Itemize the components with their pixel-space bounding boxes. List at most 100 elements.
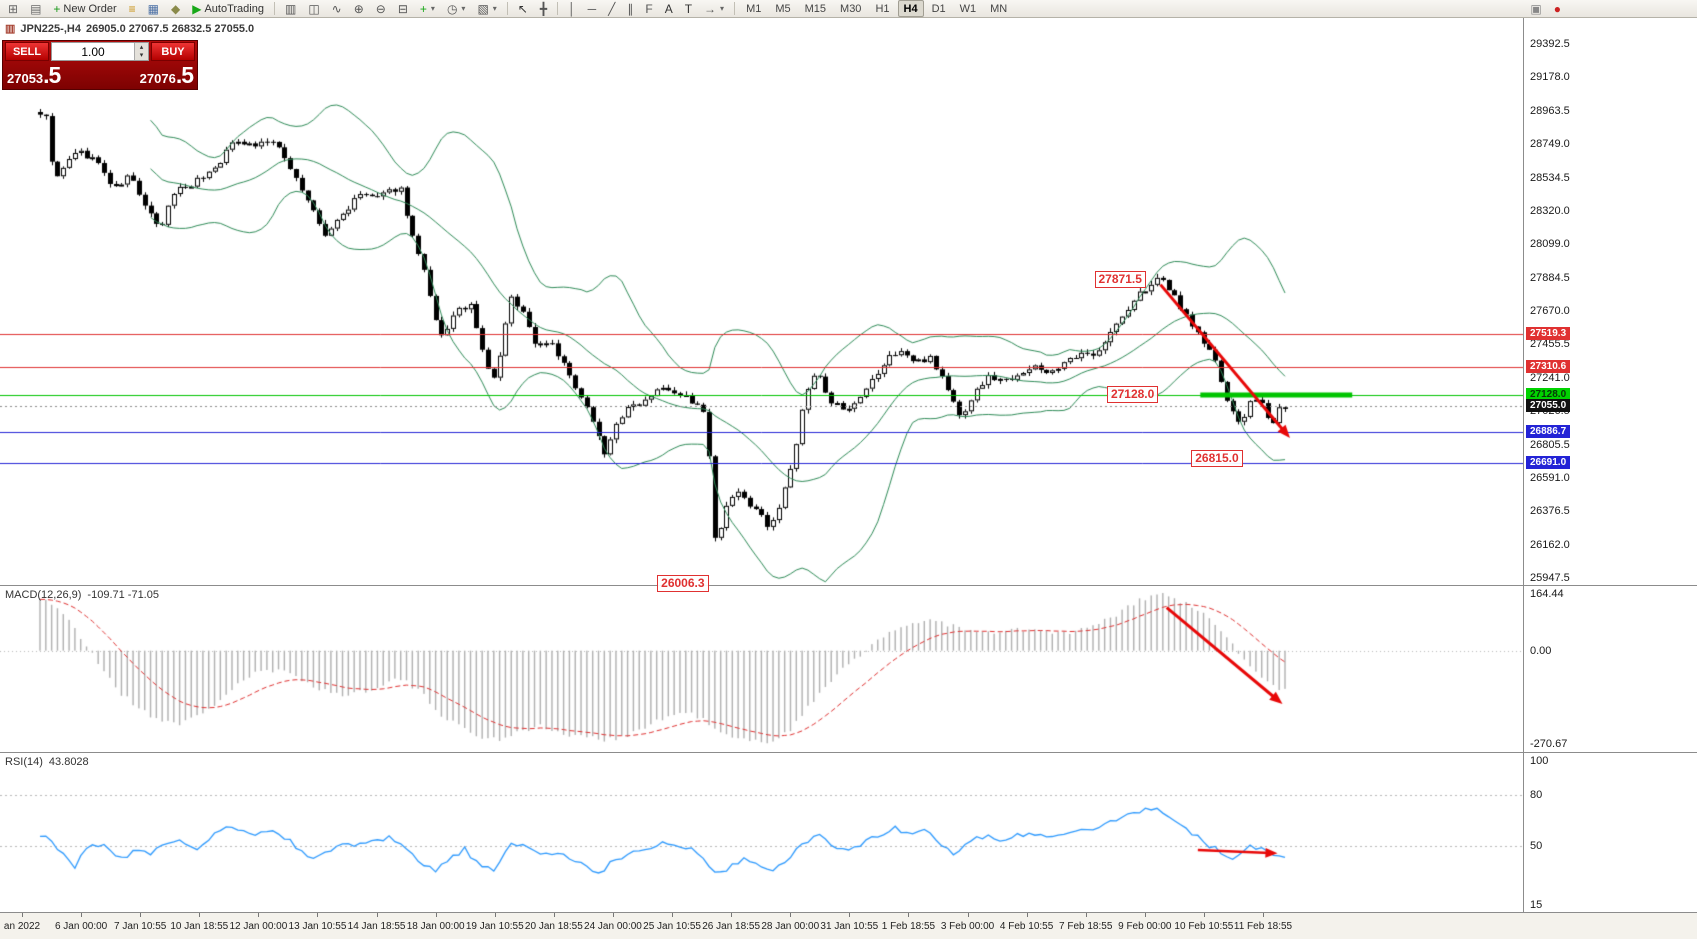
equidistant-channel-icon[interactable]: ∥ xyxy=(622,0,638,18)
price-tick-label: 26376.5 xyxy=(1530,505,1570,518)
timeframe-button-m1[interactable]: M1 xyxy=(746,2,762,15)
price-tick-label: 28749.0 xyxy=(1530,138,1570,151)
line-chart-icon-glyph: ∿ xyxy=(331,1,342,16)
zoom-out-icon[interactable]: ⊖ xyxy=(371,0,391,18)
zoom-in-icon-glyph: ⊕ xyxy=(353,1,364,16)
data-window-icon[interactable]: ▦ xyxy=(143,0,164,18)
sell-price-frac: .5 xyxy=(43,62,61,88)
time-tick-label: 10 Feb 10:55 xyxy=(1174,921,1234,932)
chart-title: ▥ JPN225-,H4 26905.0 27067.5 26832.5 270… xyxy=(5,22,255,36)
volume-spinner: ▴ ▾ xyxy=(134,43,148,60)
trendline-icon[interactable]: ╱ xyxy=(603,0,620,18)
horizontal-line-icon-glyph: ─ xyxy=(587,1,597,16)
time-tick-label: 14 Jan 18:55 xyxy=(347,921,406,932)
price-annotation[interactable]: 26006.3 xyxy=(657,574,709,592)
timeframe-button-m30[interactable]: M30 xyxy=(840,2,862,15)
rsi-canvas[interactable] xyxy=(0,753,1523,912)
price-annotation[interactable]: 26815.0 xyxy=(1191,449,1243,467)
new-chart-icon[interactable]: ⊞ xyxy=(3,0,23,18)
text-label-icon[interactable]: T xyxy=(680,0,697,18)
indicators-icon-caret: ▾ xyxy=(430,4,435,13)
data-window-icon-glyph: ▦ xyxy=(147,1,159,16)
fibonacci-icon[interactable]: F xyxy=(640,0,657,18)
new-order-button-label: New Order xyxy=(63,2,117,15)
vertical-line-icon[interactable]: │ xyxy=(563,0,581,18)
navigator-icon[interactable]: ◆ xyxy=(166,0,185,18)
horizontal-line-icon[interactable]: ─ xyxy=(583,0,602,18)
candlestick-chart-icon[interactable]: ◫ xyxy=(303,0,324,18)
indicators-icon-glyph: + xyxy=(419,1,427,16)
macd-canvas[interactable] xyxy=(0,586,1523,752)
crosshair-icon[interactable]: ╋ xyxy=(535,0,552,18)
profiles-icon[interactable]: ▤ xyxy=(25,0,46,18)
timeframe-button-mn[interactable]: MN xyxy=(990,2,1008,15)
profiles-icon-glyph: ▤ xyxy=(30,1,42,16)
text-label-icon-glyph: T xyxy=(684,1,693,16)
time-tick-label: 18 Jan 00:00 xyxy=(406,921,465,932)
timeframe-button-h4[interactable]: H4 xyxy=(897,0,924,17)
chart-ohlc-values: 26905.0 27067.5 26832.5 27055.0 xyxy=(85,22,255,35)
text-icon[interactable]: A xyxy=(660,0,678,18)
new-order-button[interactable]: + New Order xyxy=(48,0,121,18)
sell-button[interactable]: SELL xyxy=(5,42,49,61)
volume-input[interactable] xyxy=(52,43,134,60)
price-annotation[interactable]: 27871.5 xyxy=(1094,270,1146,288)
periods-icon[interactable]: ◷ ▾ xyxy=(442,0,471,18)
new-chart-icon-glyph: ⊞ xyxy=(8,1,19,16)
price-tick-label: 29178.0 xyxy=(1530,71,1570,84)
tile-windows-icon[interactable]: ⊟ xyxy=(393,0,413,18)
timeframe-button-h1[interactable]: H1 xyxy=(875,2,890,15)
new-order-icon: + xyxy=(53,1,61,16)
timeframe-button-w1[interactable]: W1 xyxy=(959,2,977,15)
volume-decrease-button[interactable]: ▾ xyxy=(135,51,148,60)
timeframe-button-m15[interactable]: M15 xyxy=(804,2,827,15)
price-tick-label: 28534.5 xyxy=(1530,171,1570,184)
cursor-icon[interactable]: ↖ xyxy=(513,0,533,18)
toolbar-separator xyxy=(273,2,275,15)
zoom-in-icon[interactable]: ⊕ xyxy=(349,0,369,18)
price-tick-label: 26805.5 xyxy=(1530,438,1570,451)
time-tick-mark xyxy=(554,913,555,917)
time-axis[interactable]: an 2022 6 Jan 00:00 7 Jan 10:55 10 Jan 18:5… xyxy=(0,912,1697,939)
trade-panel-controls: SELL ▴ ▾ BUY xyxy=(3,41,197,61)
time-tick-label: 7 Feb 18:55 xyxy=(1059,921,1113,932)
sell-price-int: 27053 xyxy=(7,71,44,86)
macd-label: MACD(12,26,9) -109.71 -71.05 xyxy=(5,589,159,601)
arrows-icon-caret: ▾ xyxy=(720,4,725,13)
rsi-axis[interactable]: 100 80 50 15 xyxy=(1523,753,1697,912)
navigator-icon-glyph: ◆ xyxy=(170,1,181,16)
macd-values: -109.71 -71.05 xyxy=(87,589,159,601)
buy-price: 27076 .5 xyxy=(140,64,194,87)
price-tick-label: 28320.0 xyxy=(1530,204,1570,217)
price-chart-canvas[interactable] xyxy=(0,18,1523,585)
rsi-value: 43.8028 xyxy=(48,756,89,768)
line-chart-icon[interactable]: ∿ xyxy=(327,0,347,18)
timeframe-button-d1[interactable]: D1 xyxy=(931,2,946,15)
rsi-label: RSI(14) 43.8028 xyxy=(5,756,89,768)
macd-axis[interactable]: 164.44 0.00 -270.67 xyxy=(1523,586,1697,752)
arrows-icon[interactable]: → ▾ xyxy=(699,0,729,18)
price-annotation[interactable]: 27128.0 xyxy=(1106,386,1159,403)
time-tick-mark xyxy=(81,913,82,917)
time-tick-mark xyxy=(1145,913,1146,917)
macd-tick-label: -270.67 xyxy=(1530,738,1568,750)
trade-panel-prices: 27053 .5 27076 .5 xyxy=(3,61,197,89)
autotrading-button[interactable]: ▶ AutoTrading xyxy=(187,0,269,18)
cursor-icon-glyph: ↖ xyxy=(517,1,528,16)
buy-button[interactable]: BUY xyxy=(151,42,195,61)
bar-chart-icon[interactable]: ▥ xyxy=(280,0,301,18)
price-axis[interactable]: 29392.5 29178.0 28963.5 28749.0 28534.5 28320… xyxy=(1523,18,1697,585)
zoom-out-icon-glyph: ⊖ xyxy=(375,1,386,16)
live-update-icon[interactable]: ● xyxy=(1549,0,1566,18)
time-tick-label: 9 Feb 00:00 xyxy=(1118,921,1172,932)
hline-price-tag: 27128.0 xyxy=(1526,388,1571,401)
indicators-icon[interactable]: + ▾ xyxy=(415,0,440,18)
templates-icon[interactable]: ▧ ▾ xyxy=(472,0,501,18)
timeframe-button-m5[interactable]: M5 xyxy=(775,2,791,15)
volume-increase-button[interactable]: ▴ xyxy=(135,43,148,52)
news-icon[interactable]: ▣ xyxy=(1525,0,1546,18)
fibonacci-icon-glyph: F xyxy=(645,1,653,16)
time-tick-mark xyxy=(1027,913,1028,917)
time-tick-mark xyxy=(908,913,909,917)
market-watch-icon[interactable]: ≡ xyxy=(124,0,141,18)
